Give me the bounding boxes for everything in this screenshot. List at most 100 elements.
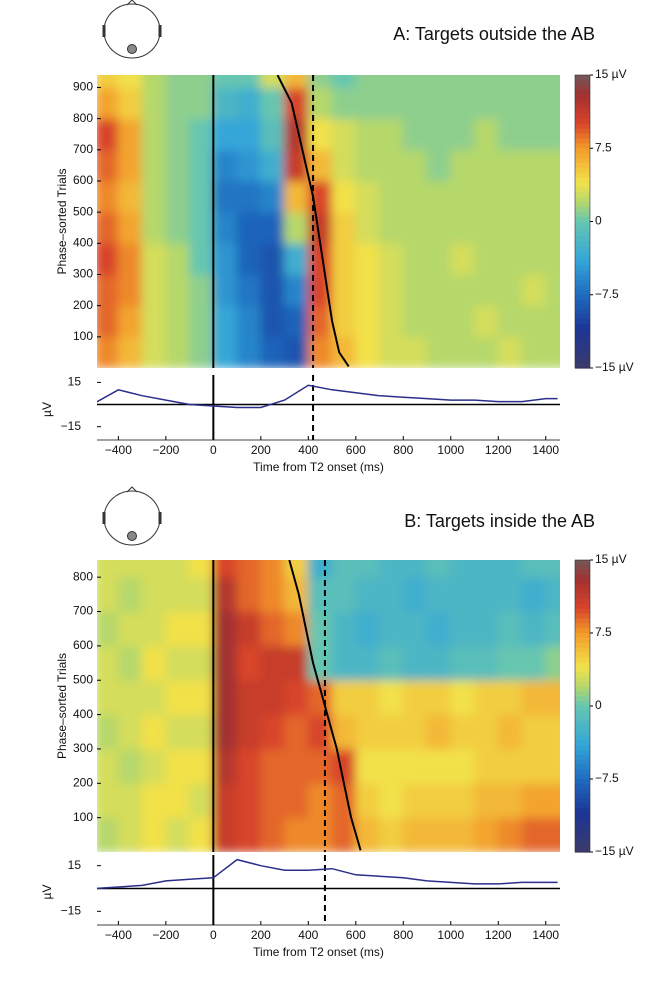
colorbar-segment xyxy=(575,847,590,853)
heatmap-cell xyxy=(284,305,309,338)
colorbar-segment xyxy=(575,710,590,717)
erp-line xyxy=(97,384,558,409)
x-tick-label: 1000 xyxy=(437,443,464,457)
heatmap-cell xyxy=(355,149,381,182)
heatmap-cell xyxy=(165,180,191,213)
heatmap-cell xyxy=(212,560,238,578)
heatmap-cell xyxy=(165,75,191,88)
heatmap-cell xyxy=(236,273,262,307)
heatmap-cell xyxy=(117,336,143,368)
heatmap-cell xyxy=(141,86,167,120)
heatmap-cell xyxy=(402,75,428,88)
colorbar-segment xyxy=(575,628,590,634)
heatmap-cell xyxy=(307,86,333,120)
colorbar-segment xyxy=(575,759,590,765)
heatmap-cell xyxy=(545,86,560,120)
y-tick-label: 400 xyxy=(73,707,93,721)
heatmap-cell xyxy=(497,611,523,647)
heatmap-cell xyxy=(545,560,560,578)
heatmap-cell xyxy=(117,86,143,120)
y-tick-label: 300 xyxy=(73,741,93,755)
heatmap-cell xyxy=(165,817,191,852)
heatmap-cell xyxy=(497,242,523,275)
colorbar-segment xyxy=(575,104,590,110)
heatmap-cell xyxy=(141,211,167,244)
heatmap-cell xyxy=(117,180,143,213)
heatmap-cell xyxy=(236,86,262,120)
heatmap-cell xyxy=(212,817,238,852)
colorbar-segment xyxy=(575,260,590,267)
heatmap-cell xyxy=(450,86,476,120)
heatmap-cell xyxy=(521,305,547,338)
y-tick-label: 800 xyxy=(73,111,93,125)
heatmap-cell xyxy=(331,611,357,647)
heatmap-cell xyxy=(331,679,357,716)
heatmap-cell xyxy=(236,211,262,244)
colorbar-segment xyxy=(575,172,590,179)
heatmap-cell xyxy=(474,75,499,88)
heatmap-cell xyxy=(307,336,333,368)
heatmap-cell xyxy=(497,305,523,338)
heatmap-cell xyxy=(236,336,262,368)
heatmap-cell xyxy=(189,645,214,681)
heatmap-cell xyxy=(402,180,428,213)
heatmap-cell xyxy=(165,118,191,151)
heatmap-cell xyxy=(165,273,191,307)
colorbar-segment xyxy=(575,803,590,809)
heatmap-cell xyxy=(379,611,404,647)
heatmap-cell xyxy=(117,273,143,307)
colorbar-segment xyxy=(575,788,590,795)
colorbar-segment xyxy=(575,671,590,678)
heatmap-cell xyxy=(260,560,286,578)
heatmap-cell xyxy=(426,273,452,307)
colorbar-segment xyxy=(575,343,590,350)
heatmap-cell xyxy=(165,211,191,244)
heatmap-cell xyxy=(212,86,238,120)
heatmap-cell xyxy=(450,782,476,819)
colorbar-segment xyxy=(575,647,590,654)
heatmap-cell xyxy=(97,118,119,151)
heatmap-cell xyxy=(236,305,262,338)
x-tick-label: 400 xyxy=(298,443,318,457)
colorbar-segment xyxy=(575,730,590,736)
heatmap-cell xyxy=(450,336,476,368)
heatmap-cell xyxy=(117,305,143,338)
heatmap-cell xyxy=(355,748,381,784)
colorbar-segment xyxy=(575,289,590,296)
heatmap xyxy=(97,75,560,368)
heatmap-cell xyxy=(117,242,143,275)
heatmap-cell xyxy=(450,273,476,307)
heatmap-cell xyxy=(284,336,309,368)
y-tick-label: 600 xyxy=(73,173,93,187)
colorbar-segment xyxy=(575,211,590,218)
heatmap-cell xyxy=(521,211,547,244)
heatmap-cell xyxy=(545,336,560,368)
heatmap-cell xyxy=(379,211,404,244)
colorbar-segment xyxy=(575,138,590,144)
heatmap-cell xyxy=(212,75,238,88)
y-tick-label: 500 xyxy=(73,672,93,686)
heatmap-cell xyxy=(236,560,262,578)
heatmap-cell xyxy=(474,817,499,852)
heatmap-cells xyxy=(97,75,560,368)
heatmap-cell xyxy=(521,576,547,613)
heatmap-cell xyxy=(212,748,238,784)
heatmap-cell xyxy=(474,273,499,307)
y-tick-label: 15 xyxy=(68,375,82,389)
heatmap-cell xyxy=(117,748,143,784)
x-tick-label: 600 xyxy=(346,928,366,942)
x-tick-label: 400 xyxy=(298,928,318,942)
colorbar-segment xyxy=(575,715,590,722)
heatmap-cell xyxy=(402,149,428,182)
colorbar-segment xyxy=(575,832,590,838)
heatmap-cell xyxy=(212,679,238,716)
heatmap-cell xyxy=(497,645,523,681)
x-tick-label: 0 xyxy=(210,928,217,942)
x-tick-label: −400 xyxy=(105,443,132,457)
heatmap-cell xyxy=(212,242,238,275)
colorbar-segment xyxy=(575,328,590,335)
heatmap-cell xyxy=(379,714,404,750)
heatmap-cell xyxy=(284,748,309,784)
heatmap-cell xyxy=(379,75,404,88)
heatmap-cell xyxy=(355,180,381,213)
